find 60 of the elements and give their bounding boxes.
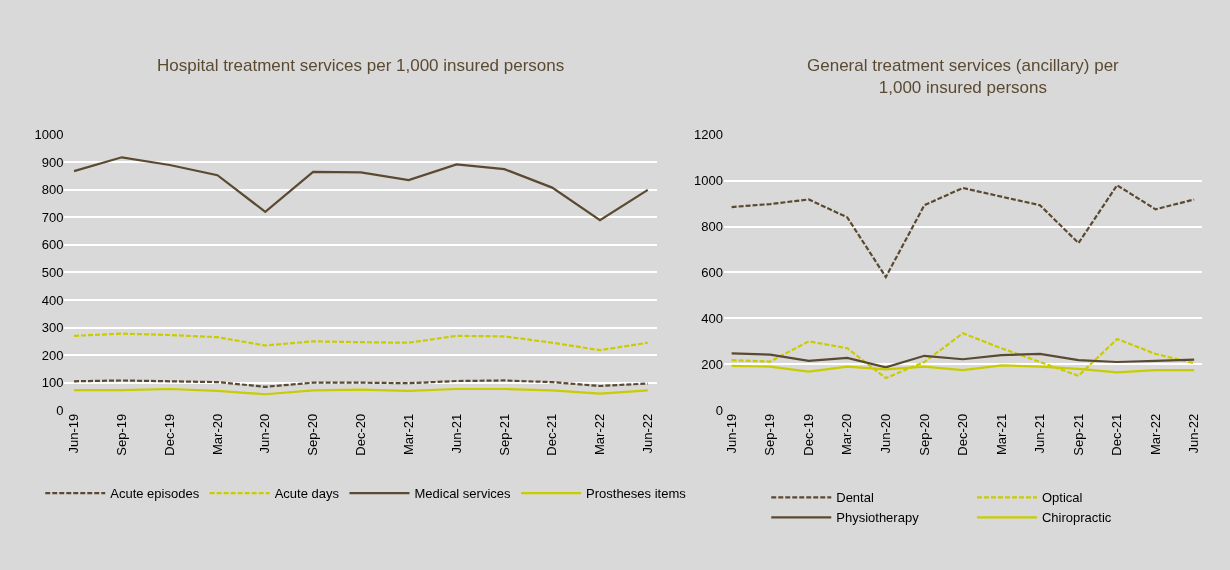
x-tick-label: Sep-20 [916, 413, 932, 456]
y-tick-label: 600 [41, 237, 64, 253]
y-tick-label: 900 [41, 154, 64, 170]
legend-label: Chiropractic [1041, 510, 1112, 526]
y-tick-label: 0 [56, 402, 64, 418]
x-tick-label: Mar-20 [209, 413, 225, 456]
x-tick-label: Jun-19 [723, 413, 739, 454]
chart-title: Hospital treatment services per 1,000 insured persons [157, 56, 565, 75]
x-tick-label: Jun-22 [640, 413, 656, 454]
x-tick-label: Jun-21 [448, 413, 464, 454]
x-tick-label: Mar-21 [993, 413, 1009, 456]
x-tick-label: Dec-19 [800, 413, 816, 456]
line-series [730, 352, 1196, 369]
legend-label: Physiotherapy [836, 510, 920, 526]
y-tick-label: 500 [41, 265, 64, 281]
x-tick-label: Dec-21 [544, 413, 560, 456]
legend-label: Acute days [274, 486, 340, 502]
x-tick-label: Sep-21 [496, 413, 512, 456]
line-series [72, 156, 649, 222]
x-tick-label: Dec-20 [955, 413, 971, 456]
legend-label: Prostheses items [586, 486, 687, 502]
y-tick-label: 300 [41, 320, 64, 336]
x-tick-label: Sep-19 [762, 413, 778, 456]
x-tick-label: Dec-20 [353, 413, 369, 456]
y-tick-label: 0 [715, 402, 723, 418]
y-tick-label: 600 [701, 265, 723, 281]
y-tick-label: 200 [41, 347, 64, 363]
x-tick-label: Mar-20 [839, 413, 855, 456]
x-tick-label: Dec-21 [1109, 413, 1125, 456]
x-tick-label: Jun-21 [1032, 413, 1048, 454]
y-tick-label: 1000 [34, 127, 64, 143]
legend-label: Medical services [414, 486, 512, 502]
x-tick-label: Mar-22 [1147, 413, 1163, 456]
y-tick-label: 800 [701, 219, 723, 235]
legend-label: Optical [1041, 490, 1083, 506]
x-tick-label: Jun-20 [257, 413, 273, 454]
y-tick-label: 400 [41, 292, 64, 308]
x-tick-label: Mar-22 [592, 413, 608, 456]
line-series [72, 332, 649, 352]
line-series [730, 184, 1196, 279]
line-series [730, 332, 1196, 380]
y-tick-label: 800 [41, 182, 64, 198]
legend-label: Acute episodes [110, 486, 200, 502]
x-tick-label: Sep-20 [305, 413, 321, 456]
x-tick-label: Dec-19 [161, 413, 177, 456]
x-tick-label: Sep-19 [114, 413, 130, 456]
y-tick-label: 700 [41, 209, 64, 225]
legend-label: Dental [836, 490, 874, 506]
y-tick-label: 200 [701, 356, 723, 372]
x-tick-label: Jun-20 [878, 413, 894, 454]
x-tick-label: Sep-21 [1070, 413, 1086, 456]
x-tick-label: Jun-19 [66, 413, 82, 454]
x-tick-label: Mar-21 [400, 413, 416, 456]
y-tick-label: 400 [701, 310, 723, 326]
line-series [72, 379, 649, 388]
y-tick-label: 100 [41, 375, 64, 391]
chart-title: General treatment services (ancillary) per 1,000 insured persons [807, 56, 1120, 98]
y-tick-label: 1200 [693, 127, 723, 143]
x-tick-label: Jun-22 [1186, 413, 1202, 454]
y-tick-label: 1000 [693, 173, 723, 189]
